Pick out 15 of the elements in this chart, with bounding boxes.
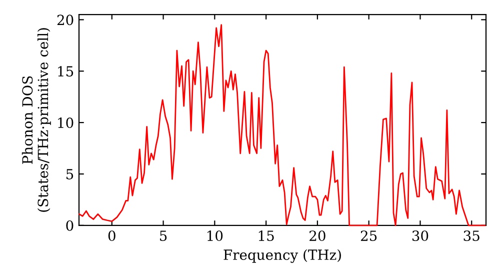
y-tick-label: 5 <box>66 169 74 180</box>
y-tick-label: 20 <box>57 14 74 26</box>
x-tick-label: 15 <box>258 230 274 242</box>
y-tick-label: 0 <box>66 220 74 231</box>
x-tick-label: 10 <box>208 230 223 242</box>
x-tick-label: 25 <box>360 230 377 242</box>
x-axis-title: Frequency (THz) <box>224 249 341 263</box>
y-tick-label: 15 <box>58 66 74 77</box>
x-tick-label: 0 <box>108 230 116 242</box>
x-tick-label: 30 <box>412 230 428 242</box>
y-tick-label: 10 <box>58 118 74 128</box>
x-tick-label: 35 <box>464 230 480 242</box>
y-axis-title: Phonon DOS (States/THz·primitive cell) <box>22 28 51 212</box>
x-tick-label: 20 <box>310 230 326 242</box>
x-tick-label: 5 <box>160 230 167 242</box>
